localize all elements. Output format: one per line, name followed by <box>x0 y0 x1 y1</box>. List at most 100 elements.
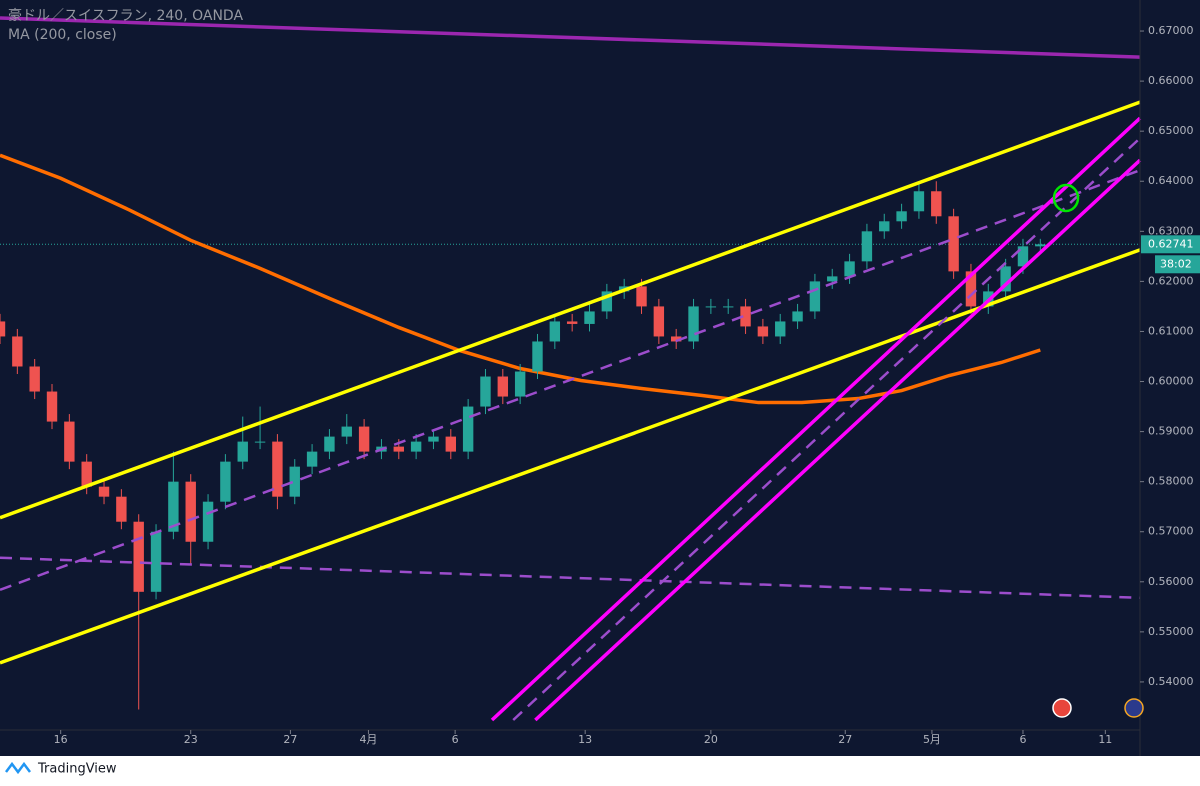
candle-body <box>1017 246 1029 267</box>
indicator-label: MA (200, close) <box>8 27 117 43</box>
candle-body <box>896 211 907 222</box>
chart-title: 豪ドル／スイスフラン, 240, OANDA <box>8 8 243 24</box>
background <box>0 0 1200 756</box>
annotation-circle <box>1052 183 1080 213</box>
y-tick-label: 0.57000 <box>1148 525 1194 538</box>
candle-body <box>861 231 873 262</box>
candle-body <box>480 376 491 407</box>
y-tick-label: 0.54000 <box>1148 675 1194 688</box>
candle-body <box>948 216 959 272</box>
candle-body <box>514 371 526 397</box>
candle-body <box>0 321 6 337</box>
candle-body <box>497 376 509 397</box>
candle-body <box>636 286 647 307</box>
trend-line <box>0 248 1141 665</box>
plot-area <box>0 16 1142 722</box>
y-tick-label: 0.62000 <box>1148 274 1194 287</box>
candle-body <box>584 311 595 324</box>
candle-body <box>81 461 92 487</box>
candle-body <box>1035 244 1046 247</box>
candle-body <box>46 391 58 422</box>
countdown: 38:02 <box>1160 257 1192 270</box>
candle-body <box>185 481 196 542</box>
y-tick-label: 0.60000 <box>1148 375 1194 388</box>
y-tick-label: 0.64000 <box>1148 174 1194 187</box>
candle-body <box>913 191 925 212</box>
candle-body <box>809 281 821 312</box>
x-tick-label: 13 <box>578 733 592 746</box>
candle-body <box>670 336 682 342</box>
candle-body <box>306 451 318 467</box>
countdown-box <box>1155 255 1200 274</box>
candle-body <box>220 461 231 502</box>
candle-body <box>289 466 300 497</box>
y-tick-label: 0.58000 <box>1148 475 1194 488</box>
trend-line <box>0 100 1141 520</box>
trend-line <box>0 556 1141 600</box>
candle-body <box>1000 266 1011 292</box>
y-tick-label: 0.63000 <box>1148 224 1194 237</box>
candle-body <box>64 421 75 462</box>
candle-body <box>705 306 717 308</box>
candle-body <box>358 426 370 452</box>
x-tick-label: 4月 <box>359 733 377 746</box>
candle-body <box>740 306 751 327</box>
candle-body <box>549 321 561 342</box>
candle-body <box>757 326 769 337</box>
candle-body <box>237 441 248 462</box>
candle-body <box>688 306 699 342</box>
y-tick-label: 0.56000 <box>1148 575 1194 588</box>
candle-body <box>254 441 266 443</box>
event-icon[interactable] <box>1052 698 1072 718</box>
candle-body <box>393 446 404 452</box>
candle-body <box>965 271 977 307</box>
footer <box>0 756 1200 782</box>
y-tick-label: 0.66000 <box>1148 74 1194 87</box>
candle-body <box>168 481 179 532</box>
candle-body <box>29 366 40 392</box>
candle-body <box>653 306 665 337</box>
x-tick-label: 5月 <box>923 733 941 746</box>
candle-body <box>601 291 613 312</box>
candle-body <box>324 436 335 452</box>
candle-body <box>150 531 162 592</box>
trend-line <box>0 169 1141 591</box>
y-tick-label: 0.55000 <box>1148 625 1194 638</box>
last-price-box <box>1141 235 1200 254</box>
event-icon[interactable] <box>1124 698 1144 718</box>
candle-body <box>566 321 578 324</box>
trend-line <box>512 137 1141 721</box>
moving-average <box>0 153 1041 405</box>
last-price-label: 0.62741 <box>1148 237 1194 250</box>
x-tick-label: 16 <box>54 733 68 746</box>
candle-body <box>462 406 474 452</box>
x-tick-label: 11 <box>1098 733 1112 746</box>
x-tick-label: 27 <box>283 733 297 746</box>
y-tick-label: 0.65000 <box>1148 124 1194 137</box>
y-tick-label: 0.59000 <box>1148 425 1194 438</box>
candle-body <box>410 441 422 452</box>
candle-body <box>879 221 890 232</box>
candle-body <box>98 486 110 497</box>
brand: TradingView <box>37 762 117 777</box>
candle-body <box>445 436 456 452</box>
candle-body <box>931 191 942 217</box>
candle-body <box>792 311 803 322</box>
x-tick-label: 23 <box>184 733 198 746</box>
x-tick-label: 20 <box>704 733 718 746</box>
candle-body <box>723 306 734 308</box>
candle-body <box>202 501 214 542</box>
trend-line <box>534 158 1142 722</box>
candle-body <box>272 441 283 497</box>
candle-body <box>116 496 127 522</box>
candle-body <box>133 521 144 592</box>
candle-body <box>428 436 439 442</box>
trend-line <box>490 116 1142 722</box>
x-tick-label: 6 <box>452 733 459 746</box>
candle-body <box>532 341 543 372</box>
trend-line <box>0 16 1141 59</box>
x-tick-label: 27 <box>838 733 852 746</box>
candle-body <box>775 321 786 337</box>
candle-body <box>827 276 838 282</box>
candle-body <box>844 261 855 277</box>
